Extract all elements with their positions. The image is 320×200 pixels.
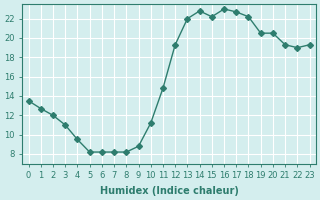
X-axis label: Humidex (Indice chaleur): Humidex (Indice chaleur) [100, 186, 238, 196]
